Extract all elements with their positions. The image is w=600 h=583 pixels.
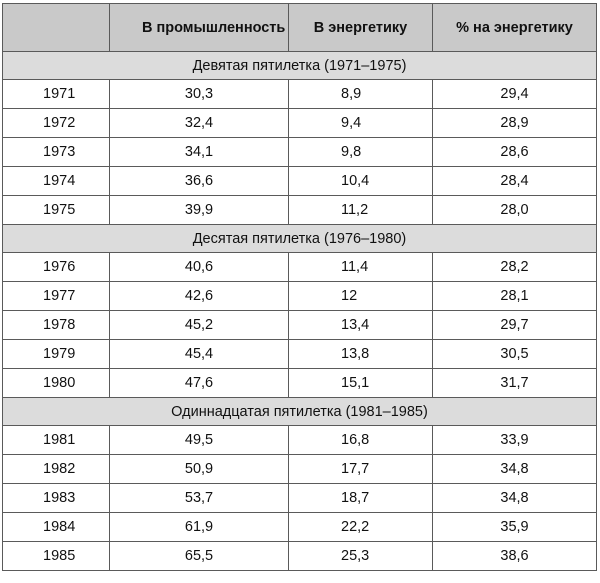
cell-energy: 18,7	[288, 483, 433, 513]
table-row: 1977 42,6 12 28,1	[2, 281, 597, 311]
cell-year: 1972	[2, 108, 110, 138]
cell-energy: 9,4	[288, 108, 433, 138]
header-energy: В энергетику	[288, 3, 433, 52]
cell-industry: 47,6	[109, 368, 289, 398]
period-row: Десятая пятилетка (1976–1980)	[2, 224, 597, 253]
cell-energy-percent: 30,5	[432, 339, 597, 369]
cell-energy: 13,8	[288, 339, 433, 369]
cell-industry: 53,7	[109, 483, 289, 513]
cell-energy-percent: 29,4	[432, 79, 597, 109]
cell-industry: 42,6	[109, 281, 289, 311]
table-row: 1971 30,3 8,9 29,4	[2, 79, 597, 109]
cell-year: 1982	[2, 454, 110, 484]
cell-energy: 11,4	[288, 252, 433, 282]
cell-energy-percent: 28,6	[432, 137, 597, 167]
period-title: Одиннадцатая пятилетка (1981–1985)	[2, 397, 597, 426]
cell-energy: 25,3	[288, 541, 433, 571]
cell-industry: 65,5	[109, 541, 289, 571]
cell-year: 1976	[2, 252, 110, 282]
table-row: 1978 45,2 13,4 29,7	[2, 310, 597, 340]
cell-energy: 12	[288, 281, 433, 311]
cell-energy-percent: 29,7	[432, 310, 597, 340]
cell-energy: 8,9	[288, 79, 433, 109]
cell-year: 1974	[2, 166, 110, 196]
cell-energy: 15,1	[288, 368, 433, 398]
table-row: 1973 34,1 9,8 28,6	[2, 137, 597, 167]
cell-industry: 39,9	[109, 195, 289, 225]
table-row: 1974 36,6 10,4 28,4	[2, 166, 597, 196]
cell-year: 1983	[2, 483, 110, 513]
cell-industry: 45,4	[109, 339, 289, 369]
table-row: 1980 47,6 15,1 31,7	[2, 368, 597, 398]
cell-year: 1977	[2, 281, 110, 311]
cell-energy-percent: 34,8	[432, 483, 597, 513]
period-row: Девятая пятилетка (1971–1975)	[2, 51, 597, 80]
cell-industry: 61,9	[109, 512, 289, 542]
table-row: 1982 50,9 17,7 34,8	[2, 454, 597, 484]
cell-energy-percent: 35,9	[432, 512, 597, 542]
cell-energy-percent: 28,1	[432, 281, 597, 311]
cell-year: 1973	[2, 137, 110, 167]
header-energy-percent: % на энергетику	[432, 3, 597, 52]
cell-industry: 50,9	[109, 454, 289, 484]
period-title: Десятая пятилетка (1976–1980)	[2, 224, 597, 253]
cell-energy-percent: 38,6	[432, 541, 597, 571]
cell-energy: 16,8	[288, 425, 433, 455]
cell-year: 1978	[2, 310, 110, 340]
cell-energy-percent: 33,9	[432, 425, 597, 455]
table-row: 1976 40,6 11,4 28,2	[2, 252, 597, 282]
table-row: 1972 32,4 9,4 28,9	[2, 108, 597, 138]
cell-energy-percent: 28,9	[432, 108, 597, 138]
cell-energy: 13,4	[288, 310, 433, 340]
cell-energy-percent: 28,0	[432, 195, 597, 225]
cell-industry: 32,4	[109, 108, 289, 138]
cell-energy-percent: 28,2	[432, 252, 597, 282]
cell-energy: 10,4	[288, 166, 433, 196]
cell-energy: 22,2	[288, 512, 433, 542]
table-row: 1985 65,5 25,3 38,6	[2, 541, 597, 571]
table-row: 1979 45,4 13,8 30,5	[2, 339, 597, 369]
period-row: Одиннадцатая пятилетка (1981–1985)	[2, 397, 597, 426]
period-title: Девятая пятилетка (1971–1975)	[2, 51, 597, 80]
cell-year: 1971	[2, 79, 110, 109]
table-row: 1981 49,5 16,8 33,9	[2, 425, 597, 455]
cell-year: 1979	[2, 339, 110, 369]
cell-energy: 9,8	[288, 137, 433, 167]
cell-year: 1980	[2, 368, 110, 398]
cell-year: 1984	[2, 512, 110, 542]
cell-year: 1975	[2, 195, 110, 225]
cell-energy-percent: 31,7	[432, 368, 597, 398]
cell-year: 1985	[2, 541, 110, 571]
cell-year: 1981	[2, 425, 110, 455]
cell-industry: 34,1	[109, 137, 289, 167]
cell-energy-percent: 28,4	[432, 166, 597, 196]
investment-table: В промышленность В энергетику % на энерг…	[2, 3, 597, 571]
cell-industry: 40,6	[109, 252, 289, 282]
header-industry: В промышленность	[109, 3, 289, 52]
cell-energy-percent: 34,8	[432, 454, 597, 484]
cell-energy: 17,7	[288, 454, 433, 484]
table-row: 1975 39,9 11,2 28,0	[2, 195, 597, 225]
cell-industry: 30,3	[109, 79, 289, 109]
table-row: 1983 53,7 18,7 34,8	[2, 483, 597, 513]
cell-industry: 45,2	[109, 310, 289, 340]
cell-industry: 36,6	[109, 166, 289, 196]
header-year	[2, 3, 110, 52]
table-row: 1984 61,9 22,2 35,9	[2, 512, 597, 542]
cell-energy: 11,2	[288, 195, 433, 225]
cell-industry: 49,5	[109, 425, 289, 455]
header-row: В промышленность В энергетику % на энерг…	[2, 3, 597, 52]
